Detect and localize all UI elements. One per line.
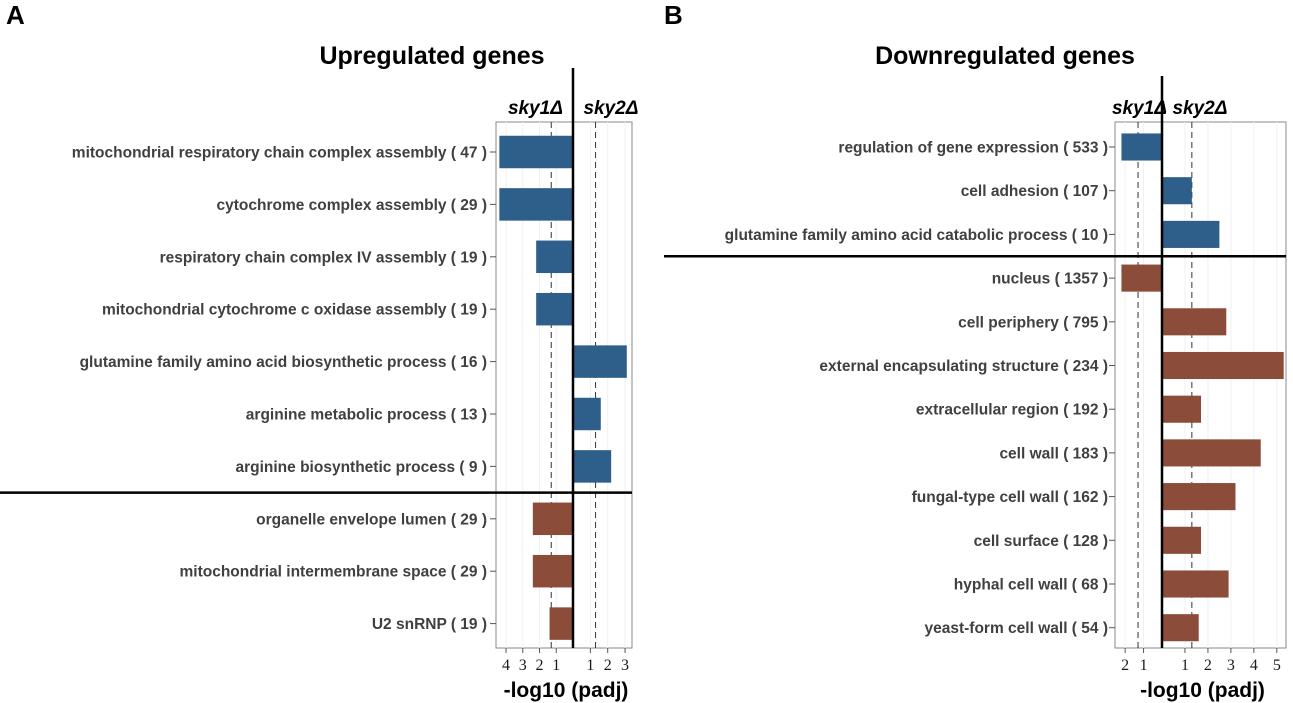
bar <box>1162 308 1227 336</box>
category-label: mitochondrial cytochrome c oxidase assem… <box>102 302 487 319</box>
x-tick-label: 3 <box>1227 657 1235 674</box>
strain-label-right: sky2Δ <box>1172 98 1227 119</box>
strain-label-right: sky2Δ <box>583 98 638 119</box>
plot-frame <box>495 121 633 649</box>
bar <box>1162 351 1284 380</box>
bar <box>573 450 612 483</box>
x-tick-label: 1 <box>586 657 594 674</box>
category-label: cell adhesion ( 107 ) <box>961 183 1108 200</box>
bar <box>499 188 573 221</box>
category-label: hyphal cell wall ( 68 ) <box>954 577 1108 594</box>
bar <box>1162 483 1236 511</box>
bar <box>1162 177 1192 205</box>
bar <box>536 240 573 274</box>
x-axis-label: -log10 (padj) <box>1140 679 1265 702</box>
category-label: mitochondrial intermembrane space ( 29 ) <box>179 564 487 581</box>
category-label: yeast-form cell wall ( 54 ) <box>925 620 1109 637</box>
bar <box>1162 526 1202 554</box>
chart-title: Upregulated genes <box>319 42 544 70</box>
category-label: extracellular region ( 192 ) <box>916 402 1108 419</box>
x-tick-label: 2 <box>604 657 612 674</box>
x-tick-label: 1 <box>1181 657 1189 674</box>
bar <box>1121 264 1162 292</box>
bar <box>532 502 573 536</box>
x-tick-label: 4 <box>502 657 510 674</box>
category-label: cell wall ( 183 ) <box>999 445 1108 462</box>
x-tick-label: 5 <box>1273 657 1281 674</box>
bar <box>573 345 627 378</box>
bar <box>1162 614 1199 642</box>
bar <box>1121 133 1162 161</box>
category-label: mitochondrial respiratory chain complex … <box>72 145 487 162</box>
bar <box>1162 439 1261 467</box>
panel-letter-a: A <box>6 0 25 30</box>
bar <box>573 397 601 431</box>
x-tick-label: 2 <box>1121 657 1129 674</box>
category-label: glutamine family amino acid catabolic pr… <box>725 227 1108 244</box>
category-label: organelle envelope lumen ( 29 ) <box>256 511 487 528</box>
category-label: cytochrome complex assembly ( 29 ) <box>216 197 487 214</box>
strain-label-left: sky1Δ <box>508 98 563 119</box>
category-label: arginine metabolic process ( 13 ) <box>246 407 487 424</box>
category-label: respiratory chain complex IV assembly ( … <box>160 249 487 266</box>
bar <box>532 554 573 588</box>
category-label: nucleus ( 1357 ) <box>992 271 1108 288</box>
panel-letter-b: B <box>664 0 683 30</box>
category-label: U2 snRNP ( 19 ) <box>372 616 487 633</box>
bar <box>549 607 573 640</box>
plot-frame <box>1114 121 1287 649</box>
category-label: glutamine family amino acid biosynthetic… <box>80 354 487 371</box>
x-tick-label: 3 <box>621 657 629 674</box>
strain-label-left: sky1Δ <box>1112 98 1167 119</box>
x-tick-label: 2 <box>1204 657 1212 674</box>
x-tick-label: 2 <box>536 657 544 674</box>
bar <box>1162 570 1229 598</box>
x-tick-label: 1 <box>552 657 560 674</box>
category-label: regulation of gene expression ( 533 ) <box>838 140 1108 157</box>
bar <box>499 135 573 169</box>
x-axis-label: -log10 (padj) <box>504 679 629 702</box>
category-label: fungal-type cell wall ( 162 ) <box>912 489 1108 506</box>
category-label: cell periphery ( 795 ) <box>958 314 1108 331</box>
bar <box>536 292 573 326</box>
category-label: cell surface ( 128 ) <box>974 533 1108 550</box>
x-tick-label: 3 <box>519 657 527 674</box>
chart-panel-upregulated: Upregulated genes mitochondrial respirato… <box>0 42 639 702</box>
chart-panel-downregulated: Downregulated genes regulation of gene ex… <box>664 42 1287 702</box>
category-label: arginine biosynthetic process ( 9 ) <box>235 459 487 476</box>
bar <box>1162 395 1202 423</box>
chart-title: Downregulated genes <box>875 42 1135 70</box>
category-label: external encapsulating structure ( 234 ) <box>819 358 1108 375</box>
bar <box>1162 220 1220 248</box>
x-tick-label: 1 <box>1140 657 1148 674</box>
x-tick-label: 4 <box>1250 657 1258 674</box>
